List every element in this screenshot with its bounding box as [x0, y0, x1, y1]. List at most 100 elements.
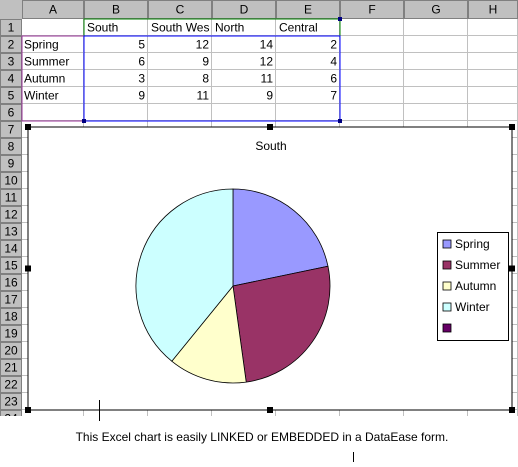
row-header	[0, 274, 22, 291]
cell-value: 12	[196, 38, 210, 52]
column-header-label: A	[49, 3, 57, 17]
pie-slice	[171, 285, 247, 384]
cell-header: North	[215, 21, 244, 35]
row-header-label: 17	[4, 293, 18, 307]
range-handle	[338, 17, 342, 21]
range-handle	[82, 119, 86, 123]
selection-handle	[267, 124, 273, 130]
row-header-label: 11	[5, 191, 18, 205]
row-header	[0, 155, 22, 172]
legend-label: Summer	[455, 258, 500, 272]
column-header-label: G	[431, 3, 440, 17]
row-header	[0, 410, 22, 416]
row-header	[0, 376, 22, 393]
row-header-label: 8	[8, 140, 15, 154]
legend-swatch	[442, 239, 452, 249]
row-header-label: 20	[4, 344, 18, 358]
row-header-label: 5	[8, 89, 15, 103]
column-header-label: C	[176, 3, 185, 17]
cell-value: 9	[202, 55, 209, 69]
legend-label: Spring	[455, 237, 490, 251]
cell-value: 6	[330, 72, 337, 86]
row-header-label: 2	[8, 38, 15, 52]
pie-slice	[232, 265, 331, 383]
row-header-label: 7	[8, 123, 15, 137]
chart-title: South	[255, 139, 286, 153]
row-header-label: 18	[4, 310, 18, 324]
selection-handle	[25, 124, 31, 130]
cell-value: 4	[330, 55, 337, 69]
row-header	[0, 291, 22, 308]
caption: This Excel chart is easily LINKED or EMB…	[76, 430, 449, 444]
row-header-label: 14	[4, 242, 18, 256]
row-header-label: 4	[8, 72, 15, 86]
cell-label: Autumn	[24, 72, 65, 86]
column-header	[340, 0, 404, 19]
column-header-label: B	[112, 3, 120, 17]
legend-label: Autumn	[455, 279, 496, 293]
selection-handle	[509, 265, 515, 272]
legend-label: Winter	[455, 300, 490, 314]
cell-header: Central	[279, 21, 318, 35]
cell-value: 6	[138, 55, 145, 69]
row-header-label: 3	[8, 55, 15, 69]
range-handle	[338, 119, 342, 123]
column-header-label: F	[368, 3, 375, 17]
selection-handle	[509, 407, 515, 413]
row-header-label: 16	[4, 276, 18, 290]
row-header-label: 6	[8, 106, 15, 120]
row-header-label: 22	[4, 378, 18, 392]
selection-handle	[25, 407, 31, 413]
cell-value: 7	[330, 89, 337, 103]
row-header-label: 19	[4, 327, 18, 341]
row-header-label: 21	[4, 361, 18, 375]
legend-swatch	[442, 281, 452, 291]
cell-label: Winter	[24, 89, 59, 103]
row-header	[0, 138, 22, 155]
cell-value: 9	[138, 89, 145, 103]
row-header-label: 12	[4, 208, 18, 222]
column-header	[22, 0, 84, 19]
row-header	[0, 223, 22, 240]
cell-label: Spring	[24, 38, 59, 52]
row-header	[0, 172, 22, 189]
legend-swatch	[442, 260, 452, 270]
row-header-label: 23	[4, 395, 18, 409]
column-header-bar	[0, 0, 518, 19]
legend-swatch	[442, 323, 452, 333]
pie-slice	[232, 188, 329, 287]
row-header	[0, 308, 22, 325]
row-header-label: 15	[4, 259, 18, 273]
column-header-label: E	[304, 3, 312, 17]
row-header	[0, 393, 22, 410]
row-header	[0, 19, 22, 36]
pie-slice	[135, 188, 234, 362]
cell-header: South Wes	[151, 21, 209, 35]
column-header-label: D	[240, 3, 249, 17]
cell-value: 11	[197, 89, 210, 103]
cell-value: 2	[330, 38, 337, 52]
legend-swatch	[442, 302, 452, 312]
row-header-label: 24	[4, 412, 18, 426]
row-header	[0, 189, 22, 206]
row-header	[0, 342, 22, 359]
row-header-label: 1	[8, 21, 15, 35]
row-header	[0, 206, 22, 223]
column-header	[404, 0, 468, 19]
row-header	[0, 359, 22, 376]
cell-value: 11	[261, 72, 274, 86]
row-header	[0, 257, 22, 274]
cell-value: 8	[202, 72, 209, 86]
selection-handle	[267, 407, 273, 413]
row-header-label: 9	[8, 157, 15, 171]
selection-handle	[509, 124, 515, 130]
row-header-label: 10	[4, 174, 18, 188]
selection-handle	[25, 265, 31, 272]
row-header	[0, 240, 22, 257]
cell-label: Summer	[24, 55, 69, 69]
cell-value: 5	[138, 38, 145, 52]
data-range	[83, 35, 341, 122]
row-header	[0, 121, 22, 138]
row-header	[0, 325, 22, 342]
cell-value: 9	[266, 89, 273, 103]
